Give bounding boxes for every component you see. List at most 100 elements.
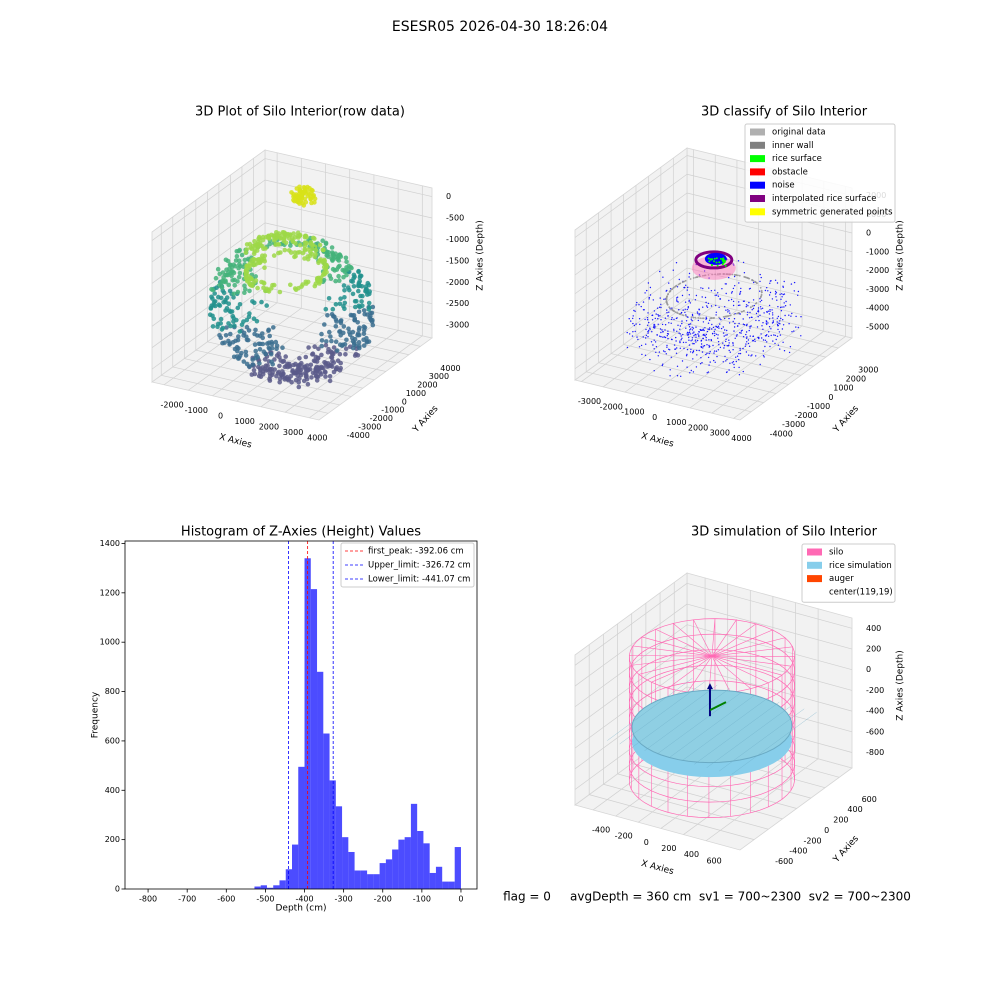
point [658,306,661,308]
point [725,273,728,275]
point [308,242,314,247]
point [215,266,221,272]
point [698,274,701,276]
point [719,323,721,325]
grid-line [151,179,266,263]
point [733,326,736,328]
point [687,286,689,289]
point [330,306,336,312]
point [740,332,742,334]
point [715,314,717,316]
point [726,345,728,347]
point [703,270,706,272]
point [212,291,217,296]
point [312,283,318,289]
point [329,355,334,360]
x-tick-label: -100 [413,895,431,904]
rice-mesh [669,695,755,758]
point [271,325,276,330]
z-tick-label: -5000 [866,322,889,331]
point [319,338,325,343]
point [234,253,240,259]
point [715,333,718,335]
point [356,340,362,345]
point [660,303,662,306]
point [253,278,259,283]
point [744,345,747,347]
point [725,338,727,340]
point [790,315,792,317]
point [662,276,664,278]
point [274,346,279,352]
point [247,311,252,316]
point [723,347,725,349]
point [681,281,684,284]
point [328,334,333,339]
x-tick-label: 2000 [259,422,279,431]
point [256,341,262,347]
point [698,314,700,316]
point [694,316,697,319]
point [664,351,666,353]
point [662,350,665,352]
point [793,330,795,332]
x-tick-label: 4000 [307,433,327,442]
point [315,374,321,379]
point [323,306,329,312]
point [751,309,753,311]
bar [367,874,374,889]
point [766,287,768,289]
point [760,289,763,292]
point [337,301,343,307]
point [775,338,777,341]
point [656,307,659,309]
point [705,318,707,320]
point [327,329,332,335]
point [688,333,690,335]
point [243,250,249,255]
bar [279,880,286,889]
legend-label: obstacle [772,167,808,177]
point-cloud [207,184,376,390]
point [750,355,752,357]
point [688,339,690,341]
point [721,259,724,262]
point [739,293,741,295]
point [725,292,727,295]
z-tick-label: -3000 [446,321,469,330]
point [258,374,264,380]
point [780,310,783,312]
point [236,274,242,280]
point [728,310,730,312]
point [257,361,262,366]
grid-line [668,320,781,403]
grid-line [161,374,329,414]
figure-title: ESESR05 2026-04-30 18:26:04 [392,19,608,35]
point [677,283,680,286]
point [667,337,669,340]
point [324,339,329,344]
point [655,313,657,315]
point [293,370,299,376]
point [705,301,707,304]
point [645,334,648,337]
point [778,322,780,324]
silo-line [628,655,712,780]
x-axis-label: Depth (cm) [275,904,326,914]
point [263,246,268,251]
point [739,347,741,350]
point [305,381,311,387]
point [747,342,750,345]
point [221,300,226,305]
point [752,307,755,310]
point [783,306,785,308]
point [666,344,668,347]
point [659,270,661,273]
point [709,345,711,348]
point [695,294,698,297]
point [361,343,367,348]
point [654,326,656,328]
point [668,322,670,324]
point [774,334,776,337]
